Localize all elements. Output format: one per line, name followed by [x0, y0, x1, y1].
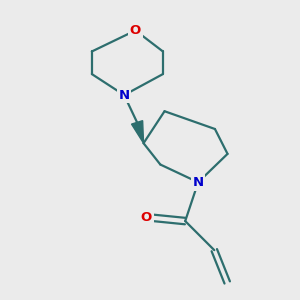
Text: N: N [193, 176, 204, 189]
Polygon shape [131, 121, 143, 143]
Text: O: O [130, 24, 141, 37]
Text: N: N [118, 88, 130, 102]
Text: O: O [141, 211, 152, 224]
